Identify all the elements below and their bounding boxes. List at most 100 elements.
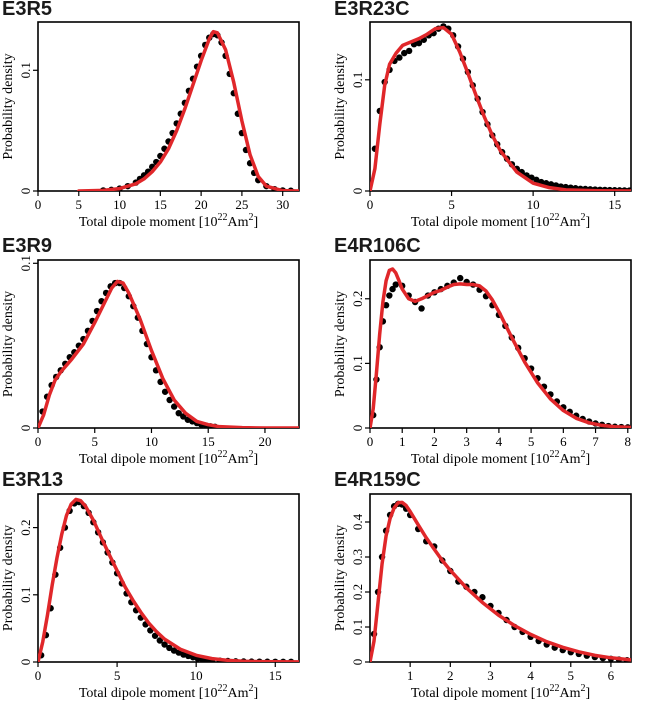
y-tick-label: 0.1 xyxy=(350,355,365,371)
y-tick-label: 0 xyxy=(18,659,33,666)
x-tick-label: 20 xyxy=(258,434,271,449)
model-curve xyxy=(370,500,631,662)
x-tick-label: 2 xyxy=(447,668,454,683)
plot-frame xyxy=(37,259,300,429)
y-tick-label: 0 xyxy=(18,188,33,195)
x-tick-label: 4 xyxy=(527,668,534,683)
y-tick-label: 0.1 xyxy=(18,255,33,271)
data-point xyxy=(166,644,173,652)
x-axis-label: Total dipole moment [1022Am2] xyxy=(411,449,590,467)
data-point xyxy=(405,47,413,55)
data-point xyxy=(170,403,178,410)
data-point xyxy=(415,39,423,47)
plot-frame xyxy=(369,493,632,663)
data-point xyxy=(457,274,464,282)
y-tick-label: 0 xyxy=(350,425,365,432)
data-point xyxy=(418,305,425,312)
x-axis-label: Total dipole moment [1022Am2] xyxy=(411,683,590,701)
y-tick-label: 0 xyxy=(350,188,365,195)
data-point xyxy=(382,302,390,309)
plot-frame xyxy=(369,259,632,429)
y-axis-label: Probability density xyxy=(333,53,348,159)
data-point xyxy=(166,396,173,404)
x-tick-label: 1 xyxy=(407,668,414,683)
model-curve xyxy=(370,25,631,191)
x-tick-label: 5 xyxy=(448,197,455,212)
y-tick-label: 0 xyxy=(350,659,365,666)
x-tick-label: 7 xyxy=(592,434,599,449)
y-tick-label: 0.2 xyxy=(18,519,33,535)
panel-title-e3r5: E3R5 xyxy=(2,0,53,20)
y-axis-label: Probability density xyxy=(1,53,16,159)
y-tick-label: 0.2 xyxy=(350,291,365,307)
x-tick-label: 20 xyxy=(195,197,208,212)
panel-title-e3r13: E3R13 xyxy=(2,469,64,491)
y-tick-label: 0.4 xyxy=(350,513,365,530)
model-curve xyxy=(370,267,631,428)
y-tick-label: 0.1 xyxy=(350,72,365,88)
panel-title-e3r23c: E3R23C xyxy=(334,0,410,20)
x-tick-label: 5 xyxy=(528,434,535,449)
y-axis-label: Probability density xyxy=(1,525,16,631)
y-axis-label: Probability density xyxy=(333,525,348,631)
y-tick-label: 0 xyxy=(18,425,33,432)
y-tick-label: 0.1 xyxy=(350,619,365,635)
x-tick-label: 0 xyxy=(35,434,42,449)
x-tick-label: 0 xyxy=(367,197,374,212)
y-axis-label: Probability density xyxy=(333,291,348,397)
y-tick-label: 0.1 xyxy=(18,587,33,603)
x-axis-label: Total dipole moment [1022Am2] xyxy=(79,449,258,467)
model-curve xyxy=(38,497,299,662)
x-tick-label: 4 xyxy=(496,434,503,449)
panel-title-e4r106c: E4R106C xyxy=(334,235,421,257)
x-tick-label: 8 xyxy=(625,434,632,449)
data-point xyxy=(180,413,187,420)
x-axis-label: Total dipole moment [1022Am2] xyxy=(79,212,258,230)
data-point xyxy=(151,632,159,639)
x-axis-label: Total dipole moment [1022Am2] xyxy=(411,212,590,230)
x-tick-label: 3 xyxy=(487,668,494,683)
x-tick-label: 0 xyxy=(35,197,42,212)
model-curve xyxy=(77,29,299,191)
x-tick-label: 15 xyxy=(608,197,621,212)
data-point xyxy=(396,54,403,61)
x-tick-label: 5 xyxy=(114,668,121,683)
x-tick-label: 30 xyxy=(276,197,289,212)
x-tick-label: 5 xyxy=(91,434,98,449)
data-point xyxy=(161,641,168,648)
x-tick-label: 5 xyxy=(568,668,575,683)
x-tick-label: 5 xyxy=(76,197,83,212)
x-tick-label: 0 xyxy=(35,668,42,683)
x-tick-label: 1 xyxy=(399,434,406,449)
data-point xyxy=(392,281,399,288)
x-tick-label: 10 xyxy=(113,197,126,212)
x-tick-label: 15 xyxy=(154,197,167,212)
x-tick-label: 3 xyxy=(463,434,470,449)
model-curve xyxy=(38,279,299,428)
x-tick-label: 0 xyxy=(367,434,374,449)
y-tick-label: 0.3 xyxy=(350,549,365,565)
plot-frame xyxy=(37,493,300,663)
x-tick-label: 2 xyxy=(431,434,438,449)
x-tick-label: 10 xyxy=(145,434,158,449)
plot-frame xyxy=(37,21,300,192)
panel-2: 0 5 10 15 20 0 0.1 Probability density Total dip… xyxy=(1,255,300,467)
x-tick-label: 15 xyxy=(269,668,282,683)
y-tick-label: 0.1 xyxy=(18,62,33,78)
data-point xyxy=(175,409,182,417)
data-point xyxy=(533,176,540,184)
data-point xyxy=(161,388,169,395)
plot-frame xyxy=(369,21,632,192)
x-tick-label: 10 xyxy=(527,197,540,212)
x-tick-label: 6 xyxy=(608,668,615,683)
y-tick-label: 0.2 xyxy=(350,584,365,600)
x-tick-label: 25 xyxy=(235,197,248,212)
x-tick-label: 15 xyxy=(202,434,215,449)
panel-title-e4r159c: E4R159C xyxy=(334,469,421,491)
